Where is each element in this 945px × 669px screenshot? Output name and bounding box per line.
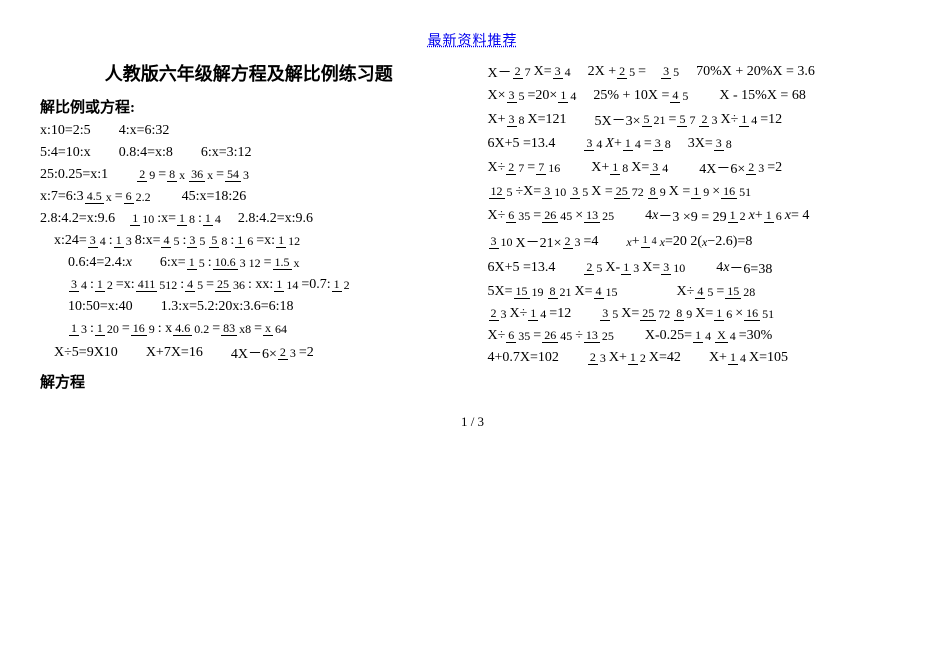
eq-line: X÷ 635= 2645× 1325 4x－3 ×9 = 29 12x + 16… — [488, 206, 906, 226]
eq-line: X÷5=9X10 X+7X=16 4X－6× 23=2 — [40, 343, 458, 363]
eq-line: 34: 12=x: 411512: 45= 2536: xx: 114=0.7:… — [40, 277, 458, 293]
eq-line: 13: 120= 169: x 4.60.2= 83x8= x64 — [40, 321, 458, 337]
eq-line: x:10=2:5 4:x=6:32 4:x=6:12 — [40, 123, 458, 139]
doc-title: 人教版六年级解方程及解比例练习题 — [40, 60, 458, 86]
eq-line: X÷ 635= 2645÷ 1325 X-0.25= 14 X4 =30% — [488, 328, 906, 344]
eq-line: 2.8:4.2=x:9.6 110:x= 18: 14 2.8:4.2=x:9.… — [40, 211, 458, 227]
eq-line: x:24= 34: 13 8:x= 45: 35 58: 16=x: 112 — [40, 233, 458, 249]
section-equation: 解方程 — [40, 371, 458, 392]
eq-line: 5X= 1519 821 X= 415 X÷ 45= 1528 — [488, 284, 906, 300]
eq-line: 10:50=x:40 1.3:x=5.2:20x:3.6=6:18 — [40, 299, 458, 315]
right-column: X－ 27X= 34 2X + 25= 35 70%X + 20%X = 3.6… — [488, 56, 906, 398]
eq-line: 6X+5 =13.4 34X+ 14= 38 3X= 38 — [488, 136, 906, 152]
eq-line: X+ 38 X=121 5X－3× 521= 57 23X÷ 14=12 — [488, 110, 906, 130]
page-number: 1 / 3 — [40, 414, 905, 430]
content-columns: 人教版六年级解方程及解比例练习题 解比例或方程: x:10=2:5 4:x=6:… — [40, 56, 905, 398]
eq-line: 23 X÷ 14 =12 35X= 2572 89X= 16× 1651 — [488, 306, 906, 322]
header-link[interactable]: 最新资料推荐 — [40, 30, 905, 50]
eq-line: X÷ 27= 716 X+ 18X= 34 4X－6× 23=2 — [488, 158, 906, 178]
section-proportion: 解比例或方程: — [40, 96, 458, 117]
eq-line: 5:4=10:x 0.8:4=x:8 6:x=3:12 — [40, 145, 458, 161]
eq-line: 25:0.25=x:1 29= 8x 36x= 543 — [40, 167, 458, 183]
eq-line: X－ 27X= 34 2X + 25= 35 70%X + 20%X = 3.6 — [488, 62, 906, 82]
eq-line: 6X+5 =13.4 25X- 13X= 310 4x －6=38 — [488, 258, 906, 278]
eq-line: 4+0.7X=102 23 X+ 12 X=42 X+ 14 X=105 — [488, 350, 906, 366]
eq-line: 310 X－21× 23 =4 x+ 14 x=20 2(x−2.6)=8 — [488, 232, 906, 252]
eq-line: 0.6:4=2.4:x 6:x= 15: 10.63 12= 1.5x — [40, 255, 458, 271]
eq-line: x:7=6:3 4.5x= 62.2 45:x=18:26 — [40, 189, 458, 205]
eq-line: X× 35=20× 14 25% + 10X = 45 X - 15%X = 6… — [488, 88, 906, 104]
left-column: 人教版六年级解方程及解比例练习题 解比例或方程: x:10=2:5 4:x=6:… — [40, 56, 458, 398]
eq-line: 125÷X= 310 35 X = 2572 89 X = 19× 1651 — [488, 184, 906, 200]
